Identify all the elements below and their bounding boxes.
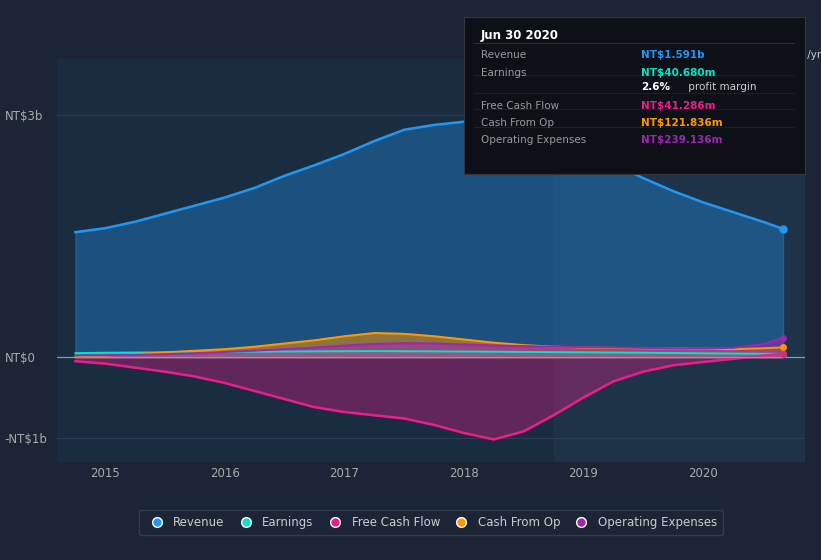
Text: NT$1.591b: NT$1.591b <box>641 50 704 60</box>
Text: Operating Expenses: Operating Expenses <box>481 135 586 145</box>
Text: Free Cash Flow: Free Cash Flow <box>481 101 559 111</box>
Text: NT$41.286m: NT$41.286m <box>641 101 716 111</box>
Bar <box>553 59 805 462</box>
Text: Jun 30 2020: Jun 30 2020 <box>481 29 559 43</box>
Text: /yr: /yr <box>804 50 821 60</box>
Text: profit margin: profit margin <box>686 82 757 92</box>
Text: Earnings: Earnings <box>481 68 526 78</box>
Text: 2.6%: 2.6% <box>641 82 670 92</box>
Legend: Revenue, Earnings, Free Cash Flow, Cash From Op, Operating Expenses: Revenue, Earnings, Free Cash Flow, Cash … <box>139 510 723 535</box>
Text: Revenue: Revenue <box>481 50 526 60</box>
Text: Cash From Op: Cash From Op <box>481 118 554 128</box>
Text: NT$121.836m: NT$121.836m <box>641 118 722 128</box>
Text: NT$40.680m: NT$40.680m <box>641 68 716 78</box>
Text: NT$239.136m: NT$239.136m <box>641 135 722 145</box>
